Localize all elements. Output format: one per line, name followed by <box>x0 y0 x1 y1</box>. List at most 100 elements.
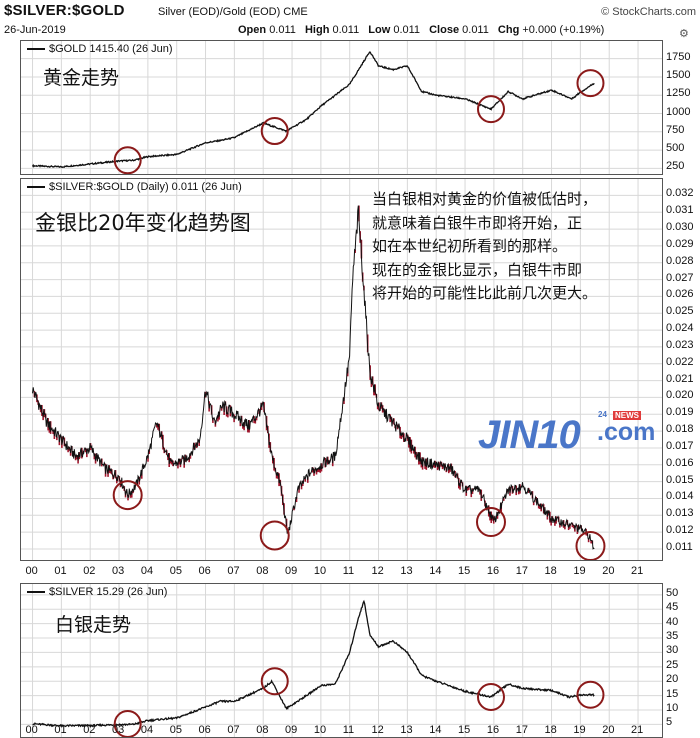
x-tick-label: 02 <box>83 565 96 577</box>
x-tick-label: 01 <box>54 724 67 736</box>
y-tick-label: 500 <box>666 142 685 155</box>
x-tick-label: 18 <box>544 724 557 736</box>
note-line: 将开始的可能性比此前几次更大。 <box>372 284 598 302</box>
y-tick-label: 0.017 <box>666 439 694 452</box>
x-tick-label: 11 <box>342 724 355 736</box>
x-tick-label: 20 <box>602 724 615 736</box>
highlight-circle <box>476 683 505 712</box>
x-tick-label: 00 <box>25 565 38 577</box>
x-tick-label: 00 <box>25 724 38 736</box>
x-tick-label: 10 <box>313 724 327 736</box>
x-tick-label: 13 <box>400 724 413 736</box>
annotation-note: 当白银相对黄金的价值被低估时， 就意味着白银牛市即将开始，正 如在本世纪初所看到… <box>372 188 692 306</box>
x-tick-label: 18 <box>544 565 557 577</box>
y-tick-label: 1500 <box>666 68 691 81</box>
x-tick-label: 21 <box>631 565 644 577</box>
x-tick-label: 09 <box>285 724 298 736</box>
y-tick-label: 20 <box>666 673 679 686</box>
silver-legend-label: $SILVER 15.29 (26 Jun) <box>49 586 168 598</box>
gold-legend-label: $GOLD 1415.40 (26 Jun) <box>49 43 173 55</box>
y-tick-label: 45 <box>666 601 679 614</box>
y-tick-label: 0.020 <box>666 389 694 402</box>
ratio-plot <box>21 179 662 560</box>
y-tick-label: 0.028 <box>666 254 694 267</box>
y-tick-label: 0.025 <box>666 305 694 318</box>
x-tick-label: 16 <box>486 724 500 736</box>
watermark-logo: JIN10 <box>478 413 581 457</box>
x-tick-label: 04 <box>140 724 154 736</box>
y-tick-label: 35 <box>666 630 679 643</box>
y-tick-label: 0.014 <box>666 490 694 503</box>
silver-plot <box>21 584 662 737</box>
silver-trend-label: 白银走势 <box>55 614 132 636</box>
x-tick-label: 08 <box>256 724 269 736</box>
ratio-panel: $SILVER:$GOLD (Daily) 0.011 (26 Jun) 金银比… <box>20 178 663 561</box>
close-value: 0.011 <box>462 24 489 36</box>
x-tick-label: 05 <box>169 724 182 736</box>
x-tick-label: 01 <box>54 565 67 577</box>
highlight-circle <box>575 531 606 560</box>
x-tick-label: 16 <box>486 565 500 577</box>
open-label: Open <box>238 24 267 36</box>
gold-trend-label: 黄金走势 <box>43 67 120 89</box>
y-tick-label: 0.022 <box>666 355 694 368</box>
ohlc-readout: Open 0.011 High 0.011 Low 0.011 Close 0.… <box>238 24 610 36</box>
x-tick-label: 12 <box>371 724 384 736</box>
y-tick-label: 0.029 <box>666 237 694 250</box>
y-tick-label: 0.011 <box>666 540 693 553</box>
chart-header: $SILVER:$GOLD Silver (EOD)/Gold (EOD) CM… <box>0 0 700 40</box>
note-line: 就意味着白银牛市即将开始，正 <box>372 213 583 232</box>
x-tick-label: 02 <box>83 724 96 736</box>
x-tick-label: 05 <box>169 565 182 577</box>
y-tick-label: 0.019 <box>666 406 694 419</box>
x-tick-label: 20 <box>602 565 615 577</box>
x-tick-label: 06 <box>198 724 211 736</box>
ratio-legend-label: $SILVER:$GOLD (Daily) 0.011 (26 Jun) <box>49 181 242 193</box>
low-label: Low <box>368 24 391 36</box>
x-tick-label: 10 <box>313 565 327 577</box>
low-value: 0.011 <box>393 24 421 36</box>
y-tick-label: 0.021 <box>666 372 694 385</box>
x-tick-label: 14 <box>429 724 442 736</box>
gold-plot <box>21 41 662 174</box>
x-tick-label: 17 <box>515 724 528 736</box>
y-tick-label: 0.023 <box>666 338 694 351</box>
highlight-circle <box>113 146 142 174</box>
y-tick-label: 0.015 <box>666 473 694 486</box>
note-line: 现在的金银比显示，白银牛市即 <box>372 260 583 279</box>
note-line: 如在本世纪初所看到的那样。 <box>372 237 568 255</box>
x-tick-label: 17 <box>515 565 528 577</box>
highlight-circle <box>259 520 290 551</box>
y-tick-label: 50 <box>666 586 679 599</box>
y-tick-label: 1000 <box>666 105 691 118</box>
silver-legend: $SILVER 15.29 (26 Jun) <box>27 586 167 598</box>
x-tick-label: 09 <box>285 565 298 577</box>
y-tick-label: 1750 <box>666 50 691 63</box>
watermark-badge: NEWS <box>613 411 641 420</box>
brand-label[interactable]: © StockCharts.com <box>601 6 696 18</box>
watermark-number: 24 <box>598 410 607 419</box>
y-tick-label: 0.013 <box>666 507 694 520</box>
highlight-circle <box>476 95 505 124</box>
y-tick-label: 0.026 <box>666 288 694 301</box>
y-tick-label: 1250 <box>666 87 691 100</box>
highlight-circle <box>576 69 605 98</box>
gold-legend: $GOLD 1415.40 (26 Jun) <box>27 43 173 55</box>
y-tick-label: 0.030 <box>666 221 694 234</box>
gear-icon[interactable]: ⚙ <box>679 28 689 40</box>
y-tick-label: 25 <box>666 658 679 671</box>
x-tick-label: 03 <box>112 724 125 736</box>
open-value: 0.011 <box>269 24 296 36</box>
highlight-circle <box>260 117 289 146</box>
high-value: 0.011 <box>332 24 360 36</box>
silver-panel: $SILVER 15.29 (26 Jun) 白银走势 <box>20 583 663 738</box>
x-tick-label: 03 <box>112 565 125 577</box>
y-tick-label: 0.031 <box>666 204 694 217</box>
y-tick-label: 40 <box>666 615 679 628</box>
y-tick-label: 250 <box>666 160 685 173</box>
y-tick-label: 750 <box>666 123 685 136</box>
highlight-circle <box>475 507 506 538</box>
x-tick-label: 19 <box>573 565 586 577</box>
y-tick-label: 0.032 <box>666 187 694 200</box>
x-tick-label: 15 <box>458 724 471 736</box>
